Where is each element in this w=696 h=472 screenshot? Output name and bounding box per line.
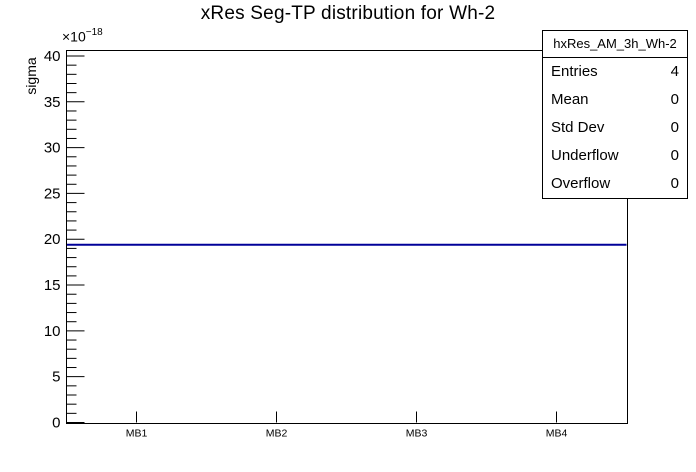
y-tick-label: 35: [44, 94, 61, 111]
plot-title: xRes Seg-TP distribution for Wh-2: [200, 3, 496, 24]
stats-label: Entries: [551, 63, 598, 81]
y-tick-label: 20: [44, 231, 61, 248]
stats-row-underflow: Underflow 0: [551, 147, 679, 164]
stats-row-stddev: Std Dev 0: [551, 119, 679, 136]
stats-box-rows: Entries 4 Mean 0 Std Dev 0 Underflow 0 O…: [543, 58, 687, 197]
stats-value: 0: [670, 118, 679, 136]
y-axis-scale-exponent: −18: [85, 27, 103, 38]
y-tick-label: 5: [52, 369, 60, 386]
stats-label: Underflow: [551, 146, 619, 164]
stats-row-entries: Entries 4: [551, 63, 679, 80]
stats-value: 0: [670, 91, 679, 109]
stats-value: 4: [670, 63, 679, 81]
y-axis-scale-factor: ×10−18: [62, 27, 103, 45]
plot-frame: [66, 50, 628, 424]
x-tick-label: MB4: [546, 428, 568, 440]
x-tick-label: MB2: [266, 428, 288, 440]
y-tick-label: 40: [44, 48, 61, 65]
y-tick-label: 25: [44, 185, 61, 202]
y-axis-scale-base: ×10: [62, 28, 86, 45]
x-tick-label: MB1: [126, 428, 148, 440]
stats-row-mean: Mean 0: [551, 91, 679, 108]
y-tick-label: 30: [44, 140, 61, 157]
stats-label: Std Dev: [551, 118, 605, 136]
stats-label: Mean: [551, 91, 589, 109]
stats-box: hxRes_AM_3h_Wh-2 Entries 4 Mean 0 Std De…: [542, 30, 688, 199]
stats-value: 0: [670, 174, 679, 192]
stats-label: Overflow: [551, 174, 611, 192]
stats-box-title: hxRes_AM_3h_Wh-2: [543, 31, 687, 58]
y-tick-label: 0: [52, 415, 60, 432]
stats-row-overflow: Overflow 0: [551, 175, 679, 192]
stats-value: 0: [670, 146, 679, 164]
x-tick-label: MB3: [406, 428, 428, 440]
y-tick-label: 10: [44, 323, 61, 340]
y-tick-label: 15: [44, 277, 61, 294]
